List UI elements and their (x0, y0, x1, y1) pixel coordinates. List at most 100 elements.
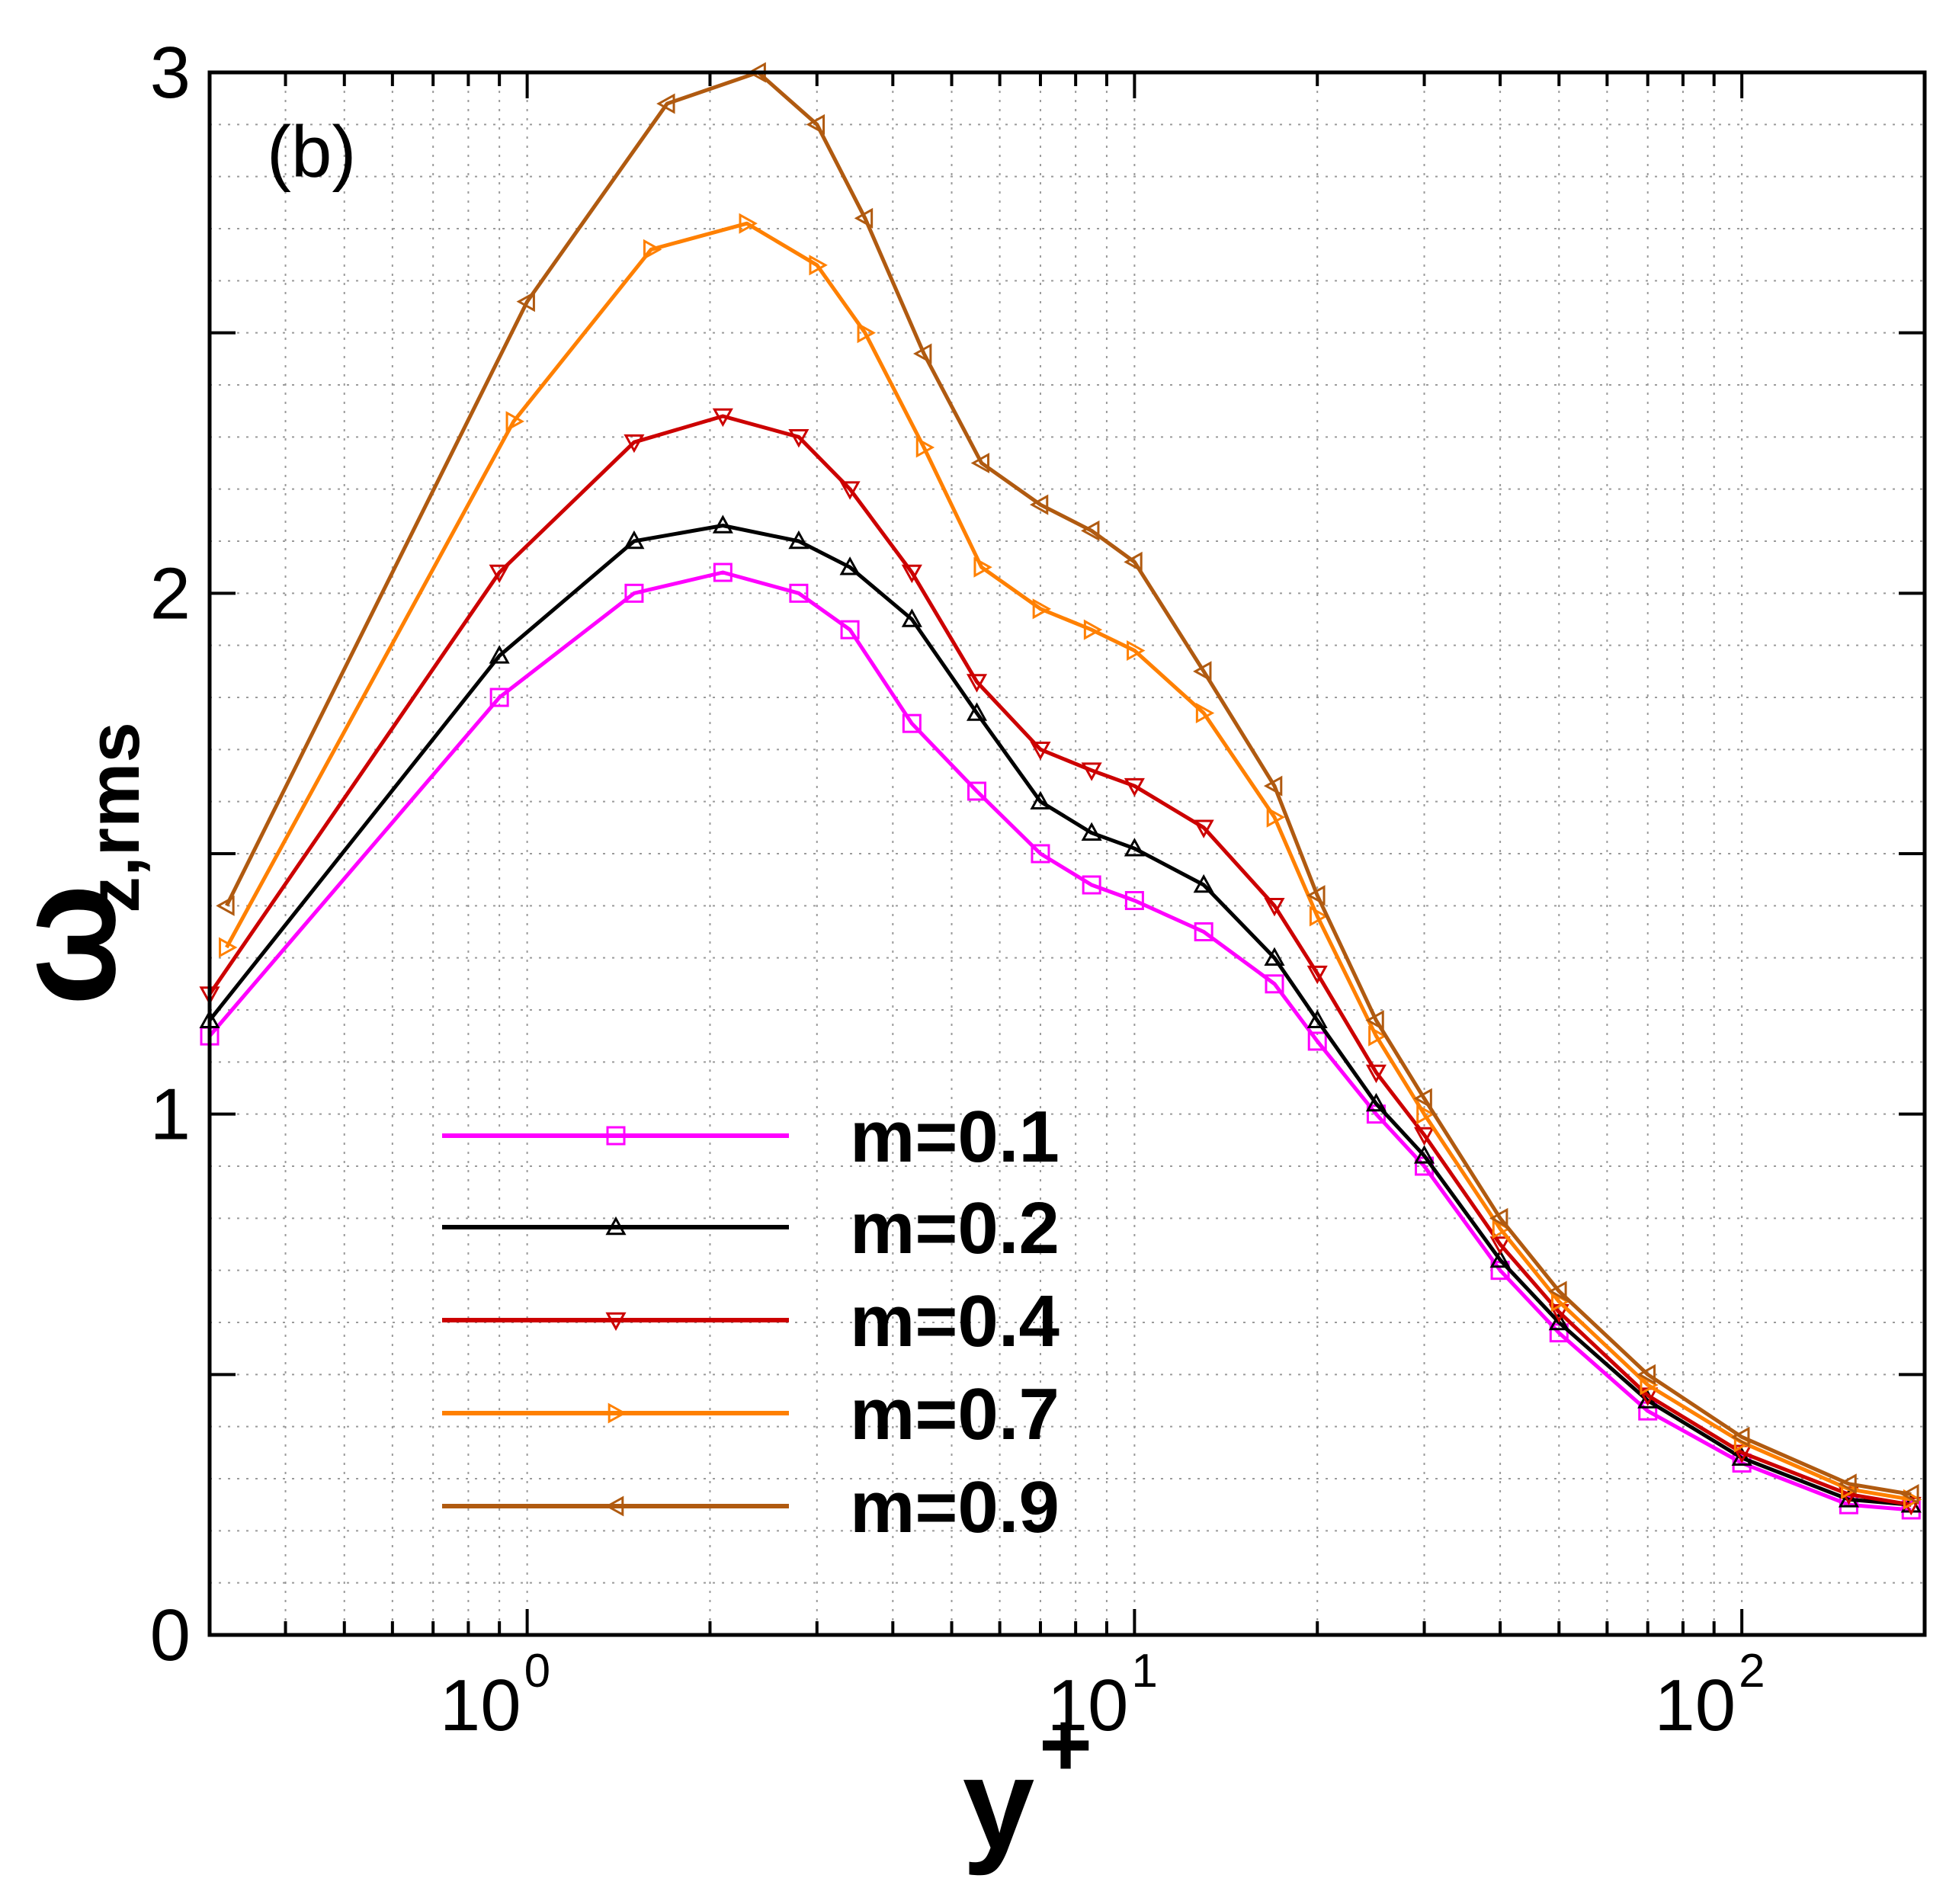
data-point-triangle-up (489, 645, 510, 664)
data-point-triangle-left (854, 207, 874, 229)
data-point-triangle-up (1365, 1092, 1387, 1112)
legend: m=0.1 m=0.2 m=0.4 m=0.7 m=0.9 (442, 1096, 1060, 1548)
data-point-triangle-up (712, 514, 733, 534)
x-tick-label-base: 10 (440, 1665, 521, 1746)
legend-entry: m=0.1 (442, 1096, 1060, 1178)
data-point-triangle-left (912, 343, 932, 364)
data-point-triangle-right (1032, 598, 1052, 620)
data-point-square (840, 620, 860, 639)
data-point-triangle-down (839, 481, 861, 500)
data-point-triangle-left (1029, 494, 1049, 515)
data-point-triangle-down (489, 564, 510, 584)
data-point-square (1124, 891, 1144, 910)
series-layer (199, 62, 1922, 1520)
data-point-triangle-up (966, 702, 988, 721)
data-point-triangle-right (973, 556, 992, 578)
y-tick-label: 2 (150, 553, 191, 634)
series-m=0.9 (216, 62, 1919, 1505)
data-point-triangle-up (1548, 1311, 1569, 1331)
data-point-triangle-right (608, 1402, 627, 1424)
data-point-triangle-down (605, 1312, 627, 1332)
y-axis-title-sub: z,rms (73, 722, 155, 913)
data-point-triangle-down (1193, 819, 1214, 838)
legend-entry: m=0.9 (442, 1466, 1060, 1548)
data-point-triangle-right (1083, 619, 1103, 640)
data-point-triangle-up (1030, 790, 1051, 809)
x-tick-label: 10 1 (1047, 1645, 1158, 1746)
data-point-triangle-down (1030, 742, 1051, 761)
data-point-triangle-left (1124, 551, 1143, 572)
data-point-triangle-right (1903, 1489, 1922, 1510)
data-point-triangle-right (1127, 639, 1146, 662)
data-point-square (606, 1126, 626, 1146)
data-point-triangle-right (1368, 1025, 1387, 1047)
data-point-triangle-down (1081, 762, 1102, 781)
x-tick-label-exp: 1 (1131, 1645, 1157, 1697)
data-point-triangle-left (970, 452, 990, 474)
data-point-triangle-right (219, 937, 238, 958)
data-point-triangle-up (1081, 822, 1102, 841)
x-axis-title-base: y (963, 1732, 1035, 1877)
data-point-triangle-right (1266, 806, 1286, 828)
series-line (207, 414, 1912, 1507)
legend-entry: m=0.7 (442, 1374, 1060, 1455)
legend-label: m=0.4 (850, 1281, 1060, 1362)
legend-entry: m=0.4 (442, 1281, 1060, 1362)
data-point-triangle-right (1416, 1104, 1435, 1125)
legend-label: m=0.9 (850, 1466, 1060, 1548)
series-m=0.4 (199, 408, 1922, 1516)
x-tick-label-base: 10 (1654, 1665, 1736, 1746)
data-point-triangle-down (1124, 777, 1145, 797)
data-point-triangle-down (1489, 1236, 1511, 1255)
data-point-triangle-up (624, 530, 645, 550)
data-point-triangle-down (1306, 965, 1328, 985)
legend-label: m=0.2 (850, 1188, 1060, 1269)
data-point-triangle-left (1548, 1281, 1567, 1302)
data-point-triangle-up (1838, 1489, 1860, 1508)
data-point-triangle-up (1193, 873, 1214, 893)
series-line (225, 221, 1912, 1502)
data-point-triangle-left (1489, 1207, 1508, 1229)
data-point-triangle-right (739, 213, 758, 234)
y-tick-label: 3 (150, 32, 191, 114)
grid-lines (209, 72, 1925, 1636)
series-line (208, 570, 1912, 1512)
data-point-triangle-up (1731, 1447, 1752, 1466)
x-axis-title: y + (963, 1694, 1092, 1877)
data-point-triangle-right (1309, 906, 1329, 927)
data-point-triangle-up (788, 530, 809, 550)
data-point-square (1307, 1031, 1327, 1051)
data-point-triangle-right (505, 411, 524, 432)
data-point-triangle-right (857, 322, 876, 344)
data-point-square (967, 781, 987, 801)
data-point-triangle-down (1365, 1064, 1387, 1084)
x-tick-label-exp: 0 (524, 1645, 550, 1697)
data-point-triangle-left (516, 291, 535, 313)
data-point-square (1031, 844, 1050, 864)
data-point-triangle-up (1489, 1248, 1511, 1268)
data-point-square (489, 688, 509, 707)
data-point-triangle-left (1637, 1364, 1656, 1385)
data-point-triangle-left (1365, 1010, 1384, 1031)
data-point-triangle-up (1306, 1009, 1328, 1028)
data-point-triangle-left (216, 895, 235, 916)
data-point-triangle-left (1081, 520, 1100, 541)
data-point-triangle-up (605, 1216, 627, 1236)
y-axis-title-base: ω (0, 884, 146, 1007)
data-point-square (1265, 974, 1284, 994)
data-point-triangle-left (1306, 885, 1326, 906)
y-tick-label: 1 (150, 1074, 191, 1156)
data-point-square (902, 713, 922, 733)
data-point-square (789, 583, 809, 603)
x-tick-label: 10 2 (1654, 1645, 1765, 1746)
data-point-triangle-up (1264, 947, 1285, 966)
data-point-triangle-left (1263, 775, 1283, 797)
y-axis-title: ω z,rms (0, 722, 155, 1006)
data-point-triangle-right (643, 239, 662, 260)
data-point-triangle-left (604, 1495, 624, 1517)
series-m=0.7 (219, 213, 1922, 1510)
data-point-square (624, 583, 644, 603)
legend-label: m=0.1 (850, 1096, 1060, 1178)
